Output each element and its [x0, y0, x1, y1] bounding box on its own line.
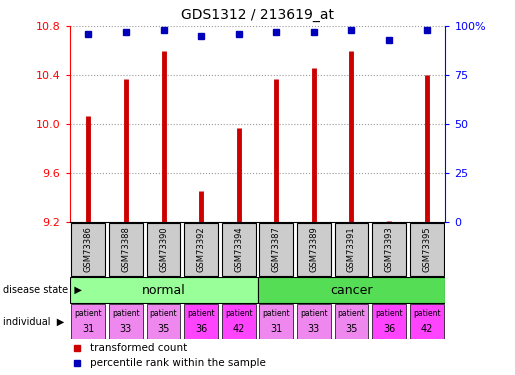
Bar: [72, 304, 105, 339]
Bar: [222, 224, 255, 276]
Bar: [410, 304, 443, 339]
Bar: [372, 304, 406, 339]
Text: patient: patient: [225, 309, 252, 318]
Text: GSM73391: GSM73391: [347, 227, 356, 272]
Text: GSM73394: GSM73394: [234, 227, 243, 272]
Bar: [335, 304, 368, 339]
Text: patient: patient: [338, 309, 365, 318]
Text: GSM73387: GSM73387: [272, 226, 281, 273]
Text: GSM73395: GSM73395: [422, 227, 431, 272]
Text: percentile rank within the sample: percentile rank within the sample: [90, 358, 266, 368]
Text: disease state  ▶: disease state ▶: [3, 285, 81, 295]
Text: GSM73386: GSM73386: [84, 226, 93, 273]
Bar: [147, 304, 180, 339]
Text: GSM73389: GSM73389: [310, 226, 318, 272]
Text: 35: 35: [157, 324, 170, 334]
Text: 35: 35: [345, 324, 358, 334]
Text: patient: patient: [375, 309, 403, 318]
Text: 31: 31: [270, 324, 282, 334]
Text: patient: patient: [75, 309, 102, 318]
Bar: [297, 224, 331, 276]
Text: patient: patient: [263, 309, 290, 318]
Bar: [109, 304, 143, 339]
Bar: [410, 224, 443, 276]
Bar: [258, 277, 445, 303]
Bar: [260, 304, 293, 339]
Text: patient: patient: [112, 309, 140, 318]
Bar: [184, 304, 218, 339]
Text: 31: 31: [82, 324, 94, 334]
Text: patient: patient: [413, 309, 440, 318]
Text: 36: 36: [195, 324, 207, 334]
Text: patient: patient: [300, 309, 328, 318]
Text: patient: patient: [150, 309, 177, 318]
Text: 33: 33: [308, 324, 320, 334]
Bar: [109, 224, 143, 276]
Bar: [297, 304, 331, 339]
Bar: [260, 224, 293, 276]
Text: 42: 42: [420, 324, 433, 334]
Text: GSM73393: GSM73393: [385, 226, 393, 272]
Text: transformed count: transformed count: [90, 343, 187, 353]
Text: GSM73392: GSM73392: [197, 227, 205, 272]
Text: normal: normal: [142, 284, 185, 297]
Bar: [222, 304, 255, 339]
Text: 33: 33: [120, 324, 132, 334]
Bar: [335, 224, 368, 276]
Bar: [372, 224, 406, 276]
Text: GSM73390: GSM73390: [159, 227, 168, 272]
Bar: [72, 224, 105, 276]
Bar: [70, 277, 258, 303]
Text: patient: patient: [187, 309, 215, 318]
Title: GDS1312 / 213619_at: GDS1312 / 213619_at: [181, 9, 334, 22]
Text: cancer: cancer: [330, 284, 373, 297]
Text: 36: 36: [383, 324, 395, 334]
Text: 42: 42: [232, 324, 245, 334]
Text: individual  ▶: individual ▶: [3, 316, 64, 327]
Bar: [184, 224, 218, 276]
Text: GSM73388: GSM73388: [122, 226, 130, 273]
Bar: [147, 224, 180, 276]
